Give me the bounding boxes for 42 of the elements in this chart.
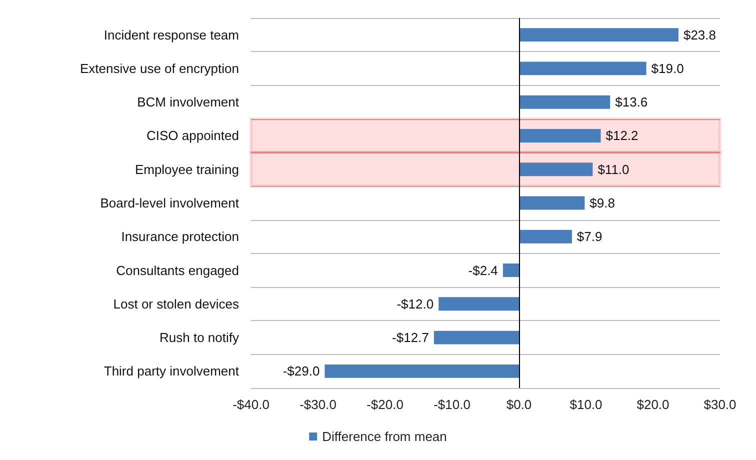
y-tick-label: Insurance protection [121, 229, 239, 244]
y-tick-label: Employee training [134, 162, 239, 177]
x-tick-label: $10.0 [570, 397, 602, 412]
data-label: $9.8 [590, 196, 615, 210]
x-tick-label: $30.0 [704, 397, 736, 412]
data-label: -$12.0 [396, 296, 434, 312]
data-label: $7.9 [576, 229, 602, 244]
data-label: $12.2 [606, 128, 638, 144]
bar [438, 297, 519, 311]
bar [519, 28, 678, 42]
y-tick-label: Consultants engaged [116, 262, 239, 278]
x-tick-label: $20.0 [636, 397, 670, 412]
bar [519, 230, 572, 244]
y-tick-label: Board-level involvement [100, 196, 240, 210]
y-tick-label: Incident response team [104, 27, 239, 42]
legend-label: Difference from mean [322, 429, 447, 444]
data-label: $11.0 [598, 162, 630, 177]
x-tick-label: -$30.0 [300, 397, 336, 412]
data-label: -$12.7 [392, 330, 429, 346]
data-label: $23.8 [683, 27, 716, 42]
y-tick-label: CISO appointed [146, 128, 239, 144]
data-label: $13.6 [615, 94, 648, 110]
y-tick-label: Rush to notify [160, 330, 240, 346]
bar [519, 196, 585, 210]
y-tick-label: Third party involvement [104, 364, 240, 379]
bar [519, 162, 593, 176]
bar [434, 330, 519, 344]
bar [324, 364, 519, 378]
bar [502, 264, 519, 277]
x-tick-label: $0.0 [506, 397, 532, 412]
bar [519, 62, 646, 76]
x-tick-label: -$20.0 [366, 397, 404, 412]
y-tick-label: Lost or stolen devices [113, 296, 240, 312]
y-tick-label: BCM involvement [137, 94, 240, 110]
x-tick-label: -$40.0 [232, 397, 270, 412]
data-label: $19.0 [651, 60, 684, 76]
y-tick-label: Extensive use of encryption [80, 60, 239, 76]
x-tick-label: -$10.0 [434, 397, 470, 412]
data-label: -$29.0 [282, 364, 320, 379]
bar [519, 95, 610, 109]
bar [519, 129, 601, 142]
data-label: -$2.4 [468, 262, 498, 278]
